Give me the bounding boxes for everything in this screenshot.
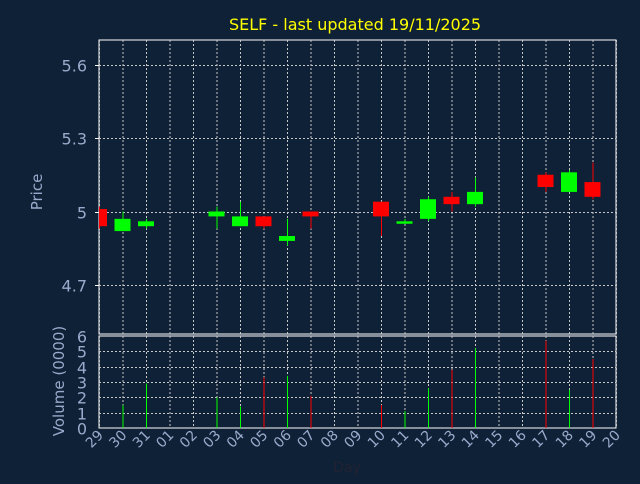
price-tick-label: 5.6 bbox=[62, 57, 87, 76]
candle-body bbox=[302, 211, 319, 217]
candle-body bbox=[99, 209, 107, 227]
candle-body bbox=[255, 216, 272, 227]
candle-body bbox=[208, 211, 225, 217]
candle-body bbox=[232, 216, 248, 227]
candle-body bbox=[373, 201, 389, 217]
price-tick-label: 4.7 bbox=[62, 277, 87, 296]
candle-body bbox=[584, 182, 601, 197]
candle-body bbox=[279, 236, 295, 241]
volume-tick-label: 3 bbox=[77, 374, 87, 393]
x-axis-label: Day bbox=[333, 460, 361, 476]
candle-body bbox=[138, 221, 154, 227]
marks-layer bbox=[99, 162, 601, 428]
volume-tick-label: 1 bbox=[77, 405, 87, 424]
candle-body bbox=[420, 199, 436, 219]
candle-body bbox=[537, 174, 554, 187]
candle-body bbox=[114, 218, 131, 232]
volume-tick-label: 2 bbox=[77, 389, 87, 408]
chart-title: SELF - last updated 19/11/2025 bbox=[229, 15, 481, 34]
price-tick-label: 5.3 bbox=[62, 130, 87, 149]
candle-body bbox=[396, 221, 413, 224]
volume-tick-label: 5 bbox=[77, 343, 87, 362]
volume-axis-label: Volume (0000) bbox=[50, 326, 68, 436]
price-tick-label: 5 bbox=[77, 204, 87, 223]
volume-tick-label: 6 bbox=[77, 328, 87, 347]
volume-tick-label: 4 bbox=[77, 359, 87, 378]
volume-tick-label: 0 bbox=[77, 420, 87, 439]
candle-body bbox=[467, 191, 483, 205]
y-axis-label: Price bbox=[28, 174, 46, 211]
candle-body bbox=[443, 196, 460, 205]
candle-body bbox=[561, 172, 577, 192]
